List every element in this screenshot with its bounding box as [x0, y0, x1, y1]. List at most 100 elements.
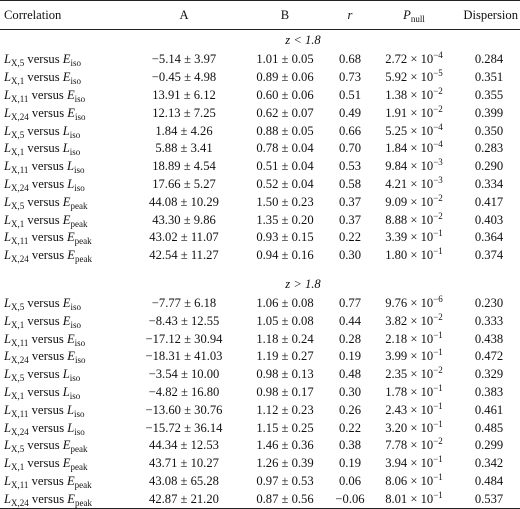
- dispersion-cell: 0.461: [474, 402, 504, 417]
- versus-label: versus: [27, 384, 60, 399]
- table-row: LX,11 versus Eiso 13.91 ± 6.12 0.60 ± 0.06…: [0, 85, 520, 105]
- coefficient-a-cell: 43.02 ± 11.07: [149, 230, 219, 245]
- coefficient-b-cell: 0.98 ± 0.17: [256, 384, 314, 399]
- quantity-symbol: L: [66, 402, 74, 417]
- coefficient-b-cell: 1.12 ± 0.23: [256, 402, 314, 417]
- quantity-symbol: L: [62, 141, 70, 156]
- coefficient-a-cell: −4.82 ± 16.80: [148, 384, 220, 399]
- p-null-mantissa: 1.80 × 10: [385, 248, 434, 263]
- table-row: LX,24 versus Liso 17.66 ± 5.27 0.52 ± 0.04…: [0, 175, 520, 194]
- coefficient-a-cell: −8.43 ± 12.55: [148, 313, 220, 328]
- header-p-symbol: P: [403, 7, 411, 22]
- correlation-cell: LX,5 versus Epeak: [0, 193, 128, 211]
- quantity-symbol: E: [66, 331, 75, 346]
- versus-label: versus: [27, 438, 60, 453]
- correlation-cell: LX,11 versus Liso: [0, 158, 128, 176]
- quantity-subscript: iso: [74, 426, 85, 437]
- header-r: r: [330, 0, 370, 30]
- coefficient-a-cell: −5.14 ± 3.97: [151, 52, 217, 67]
- quantity-subscript: iso: [73, 408, 85, 419]
- luminosity-symbol: L: [4, 456, 12, 471]
- quantity-subscript: peak: [74, 479, 92, 490]
- dispersion-cell: 0.333: [474, 313, 504, 328]
- luminosity-symbol: L: [4, 331, 12, 346]
- luminosity-subscript: X,24: [11, 355, 29, 366]
- correlation-r-cell: 0.51: [338, 87, 362, 102]
- versus-label: versus: [27, 313, 60, 328]
- quantity-symbol: E: [62, 212, 71, 227]
- header-dispersion: Dispersion: [458, 0, 520, 30]
- quantity-symbol: L: [67, 176, 75, 191]
- versus-label: versus: [31, 159, 64, 174]
- coefficient-b-cell: 0.98 ± 0.13: [256, 367, 314, 382]
- dispersion-cell: 0.364: [474, 230, 504, 245]
- luminosity-symbol: L: [4, 473, 12, 488]
- p-null-exponent: −2: [433, 103, 443, 114]
- versus-label: versus: [31, 331, 64, 346]
- correlation-cell: LX,5 versus Epeak: [0, 437, 128, 455]
- quantity-subscript: peak: [70, 200, 88, 211]
- quantity-symbol: L: [66, 159, 74, 174]
- correlation-r-cell: 0.22: [338, 230, 362, 245]
- quantity-symbol: E: [66, 230, 75, 245]
- p-null-exponent: −2: [433, 311, 443, 322]
- header-row: Correlation A B r Pnull Dispersion: [0, 0, 520, 30]
- quantity-subscript: peak: [74, 497, 92, 508]
- p-null-mantissa: 2.43 × 10: [385, 402, 434, 417]
- p-null-exponent: −2: [433, 85, 443, 96]
- correlation-cell: LX,1 versus Epeak: [0, 455, 128, 473]
- table-row: LX,11 versus Epeak 43.08 ± 65.28 0.97 ± 0.…: [0, 472, 520, 491]
- p-null-exponent: −1: [433, 400, 443, 411]
- quantity-symbol: E: [66, 473, 75, 488]
- p-null-mantissa: 1.91 × 10: [385, 105, 434, 120]
- p-null-cell: 1.78 × 10−1: [370, 383, 458, 402]
- versus-label: versus: [31, 176, 65, 191]
- dispersion-cell: 0.537: [458, 490, 520, 509]
- correlation-cell: LX,24 versus Liso: [0, 176, 128, 194]
- header-correlation: Correlation: [0, 0, 128, 30]
- quantity-subscript: iso: [70, 76, 81, 87]
- luminosity-symbol: L: [4, 70, 12, 85]
- dispersion-cell: 0.355: [474, 87, 504, 102]
- quantity-subscript: peak: [74, 236, 92, 247]
- quantity-symbol: E: [66, 87, 75, 102]
- correlation-cell: LX,24 versus Epeak: [0, 247, 128, 265]
- p-null-exponent: −3: [433, 157, 443, 168]
- coefficient-a-cell: 44.34 ± 12.53: [149, 438, 219, 453]
- section-header-row: z < 1.8: [0, 30, 520, 52]
- luminosity-subscript: X,11: [11, 236, 29, 247]
- correlation-cell: LX,24 versus Eiso: [0, 104, 128, 122]
- luminosity-subscript: X,1: [11, 218, 25, 229]
- quantity-symbol: L: [62, 384, 70, 399]
- correlation-cell: LX,5 versus Eiso: [0, 51, 128, 69]
- correlation-r-cell: 0.53: [338, 159, 362, 174]
- p-null-exponent: −5: [433, 68, 443, 79]
- quantity-subscript: peak: [70, 444, 88, 455]
- quantity-subscript: iso: [73, 165, 85, 176]
- section-header-blank: [0, 274, 128, 295]
- quantity-symbol: E: [62, 52, 71, 67]
- luminosity-subscript: X,24: [11, 426, 29, 437]
- section-header-blank: [458, 274, 520, 295]
- versus-label: versus: [27, 456, 60, 471]
- section-spacer: [0, 265, 520, 274]
- quantity-symbol: L: [62, 123, 70, 138]
- luminosity-subscript: X,11: [11, 165, 29, 176]
- coefficient-b-cell: 0.62 ± 0.07: [256, 105, 314, 120]
- luminosity-symbol: L: [4, 349, 12, 364]
- p-null-cell: 3.99 × 10−1: [370, 348, 458, 366]
- p-null-exponent: −1: [433, 418, 443, 429]
- coefficient-a-cell: 18.89 ± 4.54: [152, 159, 216, 174]
- luminosity-symbol: L: [4, 159, 12, 174]
- quantity-subscript: iso: [69, 373, 81, 384]
- correlation-cell: LX,24 versus Epeak: [0, 490, 128, 509]
- p-null-mantissa: 8.01 × 10: [385, 491, 434, 506]
- table-row: LX,1 versus Eiso −8.43 ± 12.55 1.05 ± 0.08…: [0, 312, 520, 330]
- correlation-r-cell: 0.58: [338, 176, 362, 191]
- coefficient-a-cell: 42.54 ± 11.27: [149, 248, 219, 263]
- dispersion-cell: 0.472: [474, 349, 504, 364]
- luminosity-subscript: X,5: [11, 373, 25, 384]
- versus-label: versus: [31, 491, 65, 506]
- coefficient-a-cell: 43.08 ± 65.28: [149, 473, 219, 488]
- coefficient-a-cell: 13.91 ± 6.12: [152, 87, 216, 102]
